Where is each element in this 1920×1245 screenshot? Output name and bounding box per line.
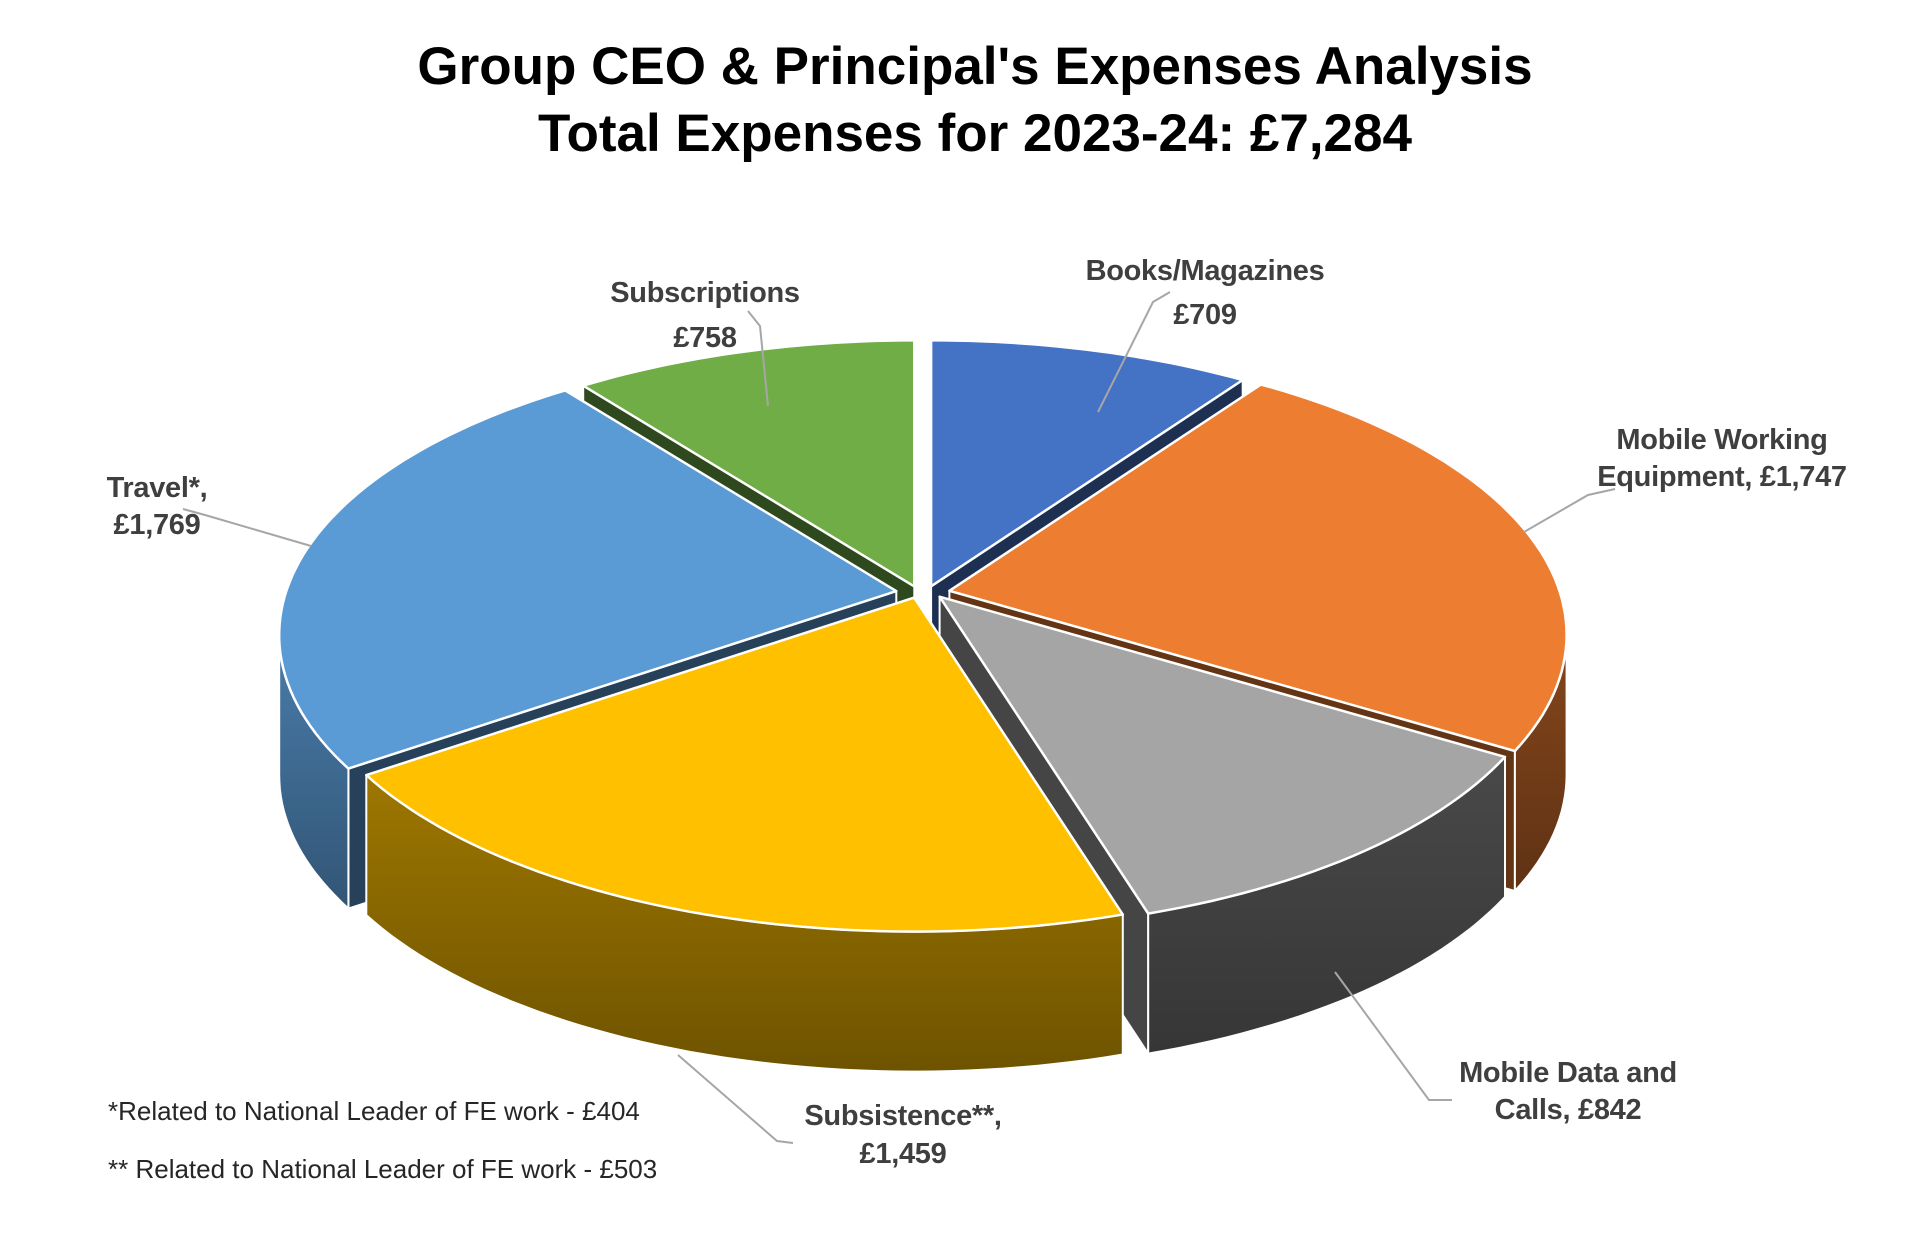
chart-subtitle: Total Expenses for 2023-24: £7,284 [538, 104, 1412, 163]
leader-line-mobile-working-equipment [1523, 488, 1616, 533]
leader-line-mobile-data-and-calls [1334, 971, 1452, 1101]
label-subsistence-line2: £1,459 [860, 1138, 947, 1170]
label-travel-line1: Travel*, [107, 472, 208, 504]
label-subsistence-line1: Subsistence**, [804, 1100, 1001, 1132]
label-mobile-working-equipment-line2: Equipment, £1,747 [1597, 461, 1847, 493]
pie-slice-subsistence [365, 596, 1125, 1073]
label-mobile-data-and-calls-line1: Mobile Data and [1459, 1057, 1677, 1089]
chart-title: Group CEO & Principal's Expenses Analysi… [417, 37, 1532, 96]
pie-3d [277, 339, 1568, 1073]
label-books-magazines-line1: Books/Magazines [1086, 255, 1325, 287]
label-travel-line2: £1,769 [114, 509, 201, 541]
footnote-travel: *Related to National Leader of FE work -… [108, 1096, 640, 1126]
leader-line-subscriptions [747, 310, 769, 407]
leader-line-travel [182, 508, 312, 547]
leader-lines [182, 291, 1616, 1144]
slice-labels: Books/Magazines £709 Mobile Working Equi… [107, 255, 1847, 1170]
label-books-magazines-line2: £709 [1173, 299, 1236, 331]
label-subscriptions-line1: Subscriptions [610, 277, 799, 309]
label-subscriptions-line2: £758 [673, 322, 736, 354]
label-mobile-data-and-calls-line2: Calls, £842 [1495, 1094, 1642, 1126]
leader-line-subsistence [677, 1054, 794, 1144]
leader-line-books-magazines [1097, 291, 1171, 413]
footnote-subsistence: ** Related to National Leader of FE work… [108, 1154, 657, 1184]
label-mobile-working-equipment-line1: Mobile Working [1616, 424, 1827, 456]
footnotes: *Related to National Leader of FE work -… [108, 1096, 657, 1184]
